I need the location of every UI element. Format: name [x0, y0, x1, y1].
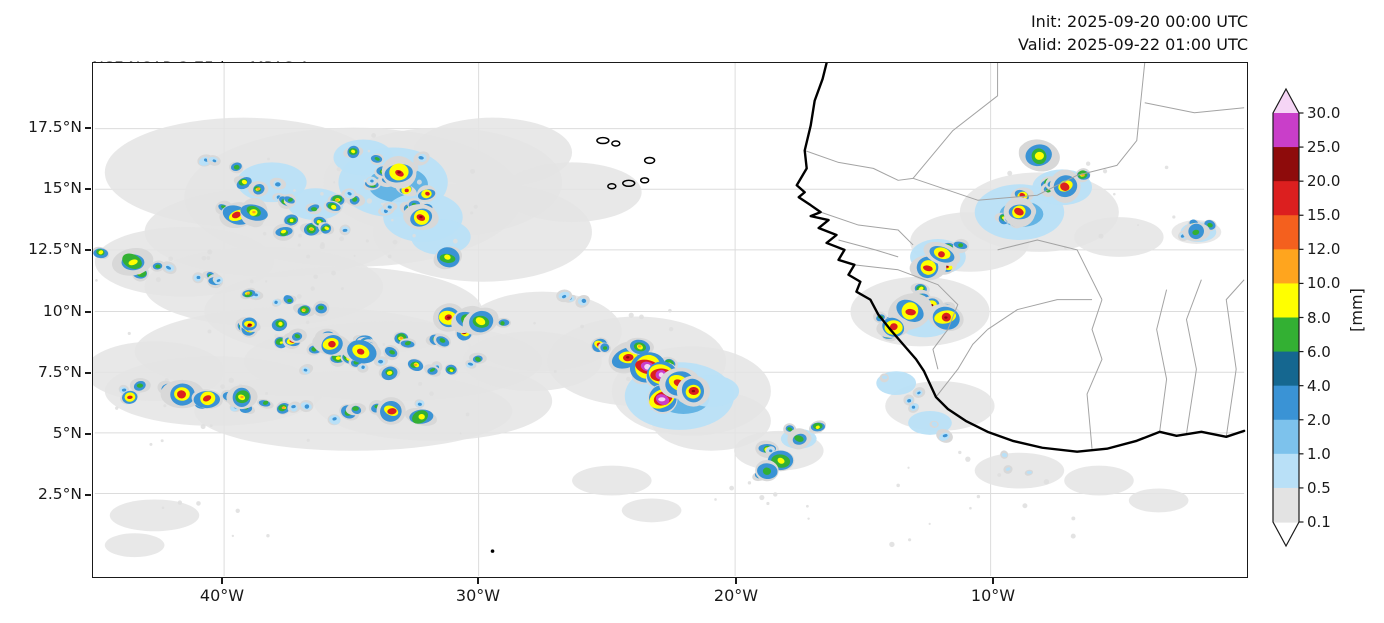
lon-tick-mark — [477, 578, 479, 584]
map-plot-area — [92, 62, 1248, 578]
colorbar-tick-label: 10.0 — [1307, 274, 1341, 293]
colorbar-tick-label: 15.0 — [1307, 206, 1341, 225]
colorbar-tick-label: 12.0 — [1307, 240, 1341, 259]
lon-tick-label: 40°W — [199, 586, 245, 605]
lat-tick-mark — [85, 433, 91, 435]
colorbar-tick-label: 25.0 — [1307, 138, 1341, 157]
lat-tick-mark — [85, 127, 91, 129]
lat-tick-label: 5°N — [52, 424, 82, 442]
lat-tick-label: 15°N — [42, 179, 82, 197]
precipitation-map — [93, 63, 1246, 576]
lat-tick-label: 10°N — [42, 302, 82, 320]
colorbar-tick-label: 20.0 — [1307, 172, 1341, 191]
colorbar — [1272, 87, 1304, 548]
colorbar-tick-label: 8.0 — [1307, 308, 1331, 327]
geography — [490, 63, 1246, 553]
lat-tick-mark — [85, 311, 91, 313]
convective-cells — [93, 139, 1217, 482]
lon-tick-label: 30°W — [455, 586, 501, 605]
lon-tick-mark — [221, 578, 223, 584]
colorbar-tick-label: 4.0 — [1307, 376, 1331, 395]
lon-tick-label: 20°W — [713, 586, 759, 605]
colorbar-tick-label: 2.0 — [1307, 410, 1331, 429]
lat-tick-label: 2.5°N — [38, 485, 82, 503]
lat-tick-mark — [85, 372, 91, 374]
coastline — [795, 63, 1246, 453]
lon-tick-mark — [992, 578, 994, 584]
colorbar-tick-label: 0.1 — [1307, 513, 1331, 531]
lon-tick-label: 10°W — [970, 586, 1016, 605]
lat-tick-mark — [85, 494, 91, 496]
colorbar-tick-label: 1.0 — [1307, 444, 1331, 463]
lat-tick-mark — [85, 249, 91, 251]
lat-tick-label: 7.5°N — [38, 363, 82, 381]
colorbar-tick-label: 6.0 — [1307, 342, 1331, 361]
valid-time-label: Valid: 2025-09-22 01:00 UTC — [1017, 35, 1248, 54]
lat-tick-mark — [85, 188, 91, 190]
run-metadata: Init: 2025-09-20 00:00 UTC Valid: 2025-0… — [900, 10, 1248, 56]
colorbar-tick-label: 30.0 — [1307, 104, 1341, 122]
lat-tick-label: 17.5°N — [28, 118, 82, 136]
colorbar-tick-label: 0.5 — [1307, 478, 1331, 497]
init-time-label: Init: 2025-09-20 00:00 UTC — [1030, 12, 1248, 31]
lon-tick-mark — [735, 578, 737, 584]
lat-tick-label: 12.5°N — [28, 240, 82, 258]
